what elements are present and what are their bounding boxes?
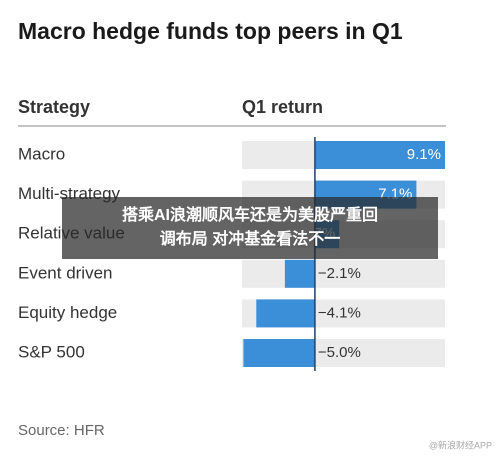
overlay-banner <box>62 197 438 259</box>
source: Source: HFR <box>18 422 105 439</box>
column-header: Strategy <box>18 97 90 117</box>
overlay-headline: 搭乘AI浪潮顺风车还是为美股严重回 <box>122 205 378 224</box>
value-label: −5.0% <box>318 344 361 361</box>
category-label: Event driven <box>18 263 113 282</box>
value-label: −4.1% <box>318 304 361 321</box>
bar <box>243 339 315 367</box>
value-label: −2.1% <box>318 265 361 282</box>
chart-title: Macro hedge funds top peers in Q1 <box>18 18 403 44</box>
category-label: S&P 500 <box>18 342 85 361</box>
row-background <box>242 259 445 288</box>
value-label: 9.1% <box>407 146 441 163</box>
overlay-headline: 调布局 对冲基金看法不一 <box>160 229 340 248</box>
watermark: @新浪财经APP <box>429 439 492 450</box>
bar <box>314 141 445 169</box>
bar <box>284 259 315 288</box>
column-header: Q1 return <box>242 97 323 117</box>
category-label: Macro <box>18 144 65 163</box>
bar <box>256 299 315 328</box>
category-label: Equity hedge <box>18 303 117 322</box>
